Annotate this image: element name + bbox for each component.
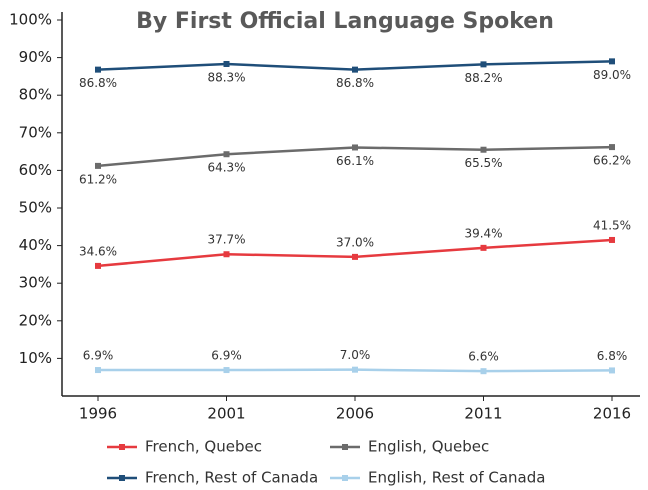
data-label: 64.3% [207, 161, 245, 175]
y-tick-label: 60% [19, 161, 52, 179]
x-tick-label: 2001 [207, 405, 245, 423]
marker [223, 251, 230, 258]
data-label: 88.3% [207, 70, 245, 84]
marker [480, 368, 487, 375]
data-label: 61.2% [79, 172, 117, 186]
data-label: 86.8% [336, 76, 374, 90]
data-label: 88.2% [464, 71, 502, 85]
marker [480, 244, 487, 251]
x-tick-label: 2011 [464, 405, 502, 423]
marker [95, 367, 101, 374]
data-label: 6.9% [83, 349, 114, 363]
marker [609, 367, 615, 374]
data-label: 34.6% [79, 244, 117, 258]
marker [609, 144, 615, 151]
y-tick-label: 10% [19, 349, 52, 367]
y-tick-label: 70% [19, 123, 52, 141]
marker [95, 66, 101, 73]
x-tick-label: 1996 [79, 405, 117, 423]
data-label: 65.5% [464, 156, 502, 170]
data-label: 39.4% [464, 226, 502, 240]
legend-label: French, Rest of Canada [145, 469, 318, 487]
y-tick-label: 100% [9, 11, 52, 29]
marker [480, 146, 487, 153]
chart-title: By First Official Language Spoken [136, 9, 554, 34]
marker [95, 162, 101, 169]
marker [223, 367, 230, 374]
y-tick-label: 80% [19, 86, 52, 104]
marker [223, 151, 230, 158]
legend-label: English, Quebec [368, 438, 489, 456]
legend-label: French, Quebec [145, 438, 262, 456]
x-tick-label: 2016 [593, 405, 631, 423]
marker [352, 253, 358, 260]
data-label: 37.7% [207, 233, 245, 247]
data-label: 37.0% [336, 235, 374, 249]
marker [609, 236, 615, 243]
x-tick-label: 2006 [336, 405, 374, 423]
data-label: 86.8% [79, 76, 117, 90]
legend-marker [342, 475, 348, 481]
marker [223, 60, 230, 67]
marker [352, 66, 358, 73]
legend-marker [119, 475, 125, 481]
y-tick-label: 40% [19, 236, 52, 254]
marker [480, 61, 487, 68]
marker [95, 262, 101, 269]
data-label: 6.9% [211, 349, 242, 363]
data-label: 66.2% [593, 154, 631, 168]
data-label: 89.0% [593, 68, 631, 82]
y-tick-label: 20% [19, 311, 52, 329]
data-label: 66.1% [336, 154, 374, 168]
marker [609, 58, 615, 65]
data-label: 7.0% [340, 348, 371, 362]
data-label: 6.6% [468, 350, 499, 364]
y-tick-label: 50% [19, 199, 52, 217]
data-label: 41.5% [593, 218, 631, 232]
marker [352, 144, 358, 151]
legend-marker [119, 444, 125, 450]
data-label: 6.8% [597, 349, 628, 363]
y-tick-label: 30% [19, 274, 52, 292]
marker [352, 366, 358, 373]
legend-marker [342, 444, 348, 450]
y-tick-label: 90% [19, 48, 52, 66]
legend-label: English, Rest of Canada [368, 469, 545, 487]
